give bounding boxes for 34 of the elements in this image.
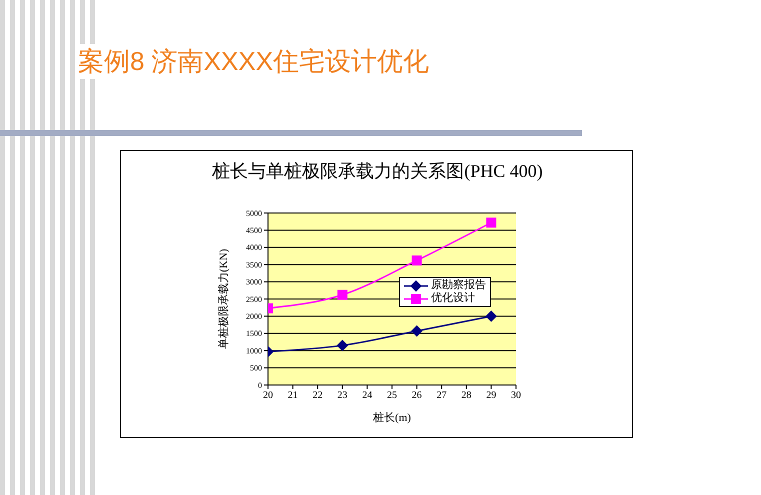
y-tick-label: 4000 [246, 243, 262, 252]
x-tick-label: 23 [337, 390, 348, 402]
y-axis-title: 单桩极限承载力(KN) [216, 248, 230, 350]
x-tick-label: 28 [461, 390, 472, 402]
y-tick-label: 4500 [246, 226, 262, 236]
y-tick-label: 2500 [246, 294, 262, 304]
y-tick-label: 1500 [246, 329, 262, 338]
x-tick-label: 27 [436, 390, 447, 402]
point [336, 340, 348, 351]
point [486, 218, 496, 228]
y-tick-label: 1000 [246, 346, 262, 356]
chart-title: 桩长与单桩极限承载力的关系图(PHC 400) [211, 160, 544, 183]
x-tick-label: 26 [412, 390, 422, 402]
x-tick-label: 21 [288, 390, 298, 402]
text: 案例8 济南XXXX住宅设计优化 [78, 44, 430, 79]
point [411, 325, 422, 336]
point [337, 290, 348, 300]
x-axis-title: 桩长(m) [372, 411, 412, 424]
y-tick-label: 500 [250, 364, 262, 373]
legend-label: 原勘察报告 [431, 279, 486, 292]
y-tick-label: 0 [258, 380, 262, 390]
legend-label: 优化设计 [431, 292, 475, 305]
x-tick-label: 22 [312, 390, 323, 402]
point [486, 310, 497, 322]
x-tick-label: 24 [362, 390, 372, 402]
y-tick-label: 5000 [246, 208, 262, 218]
x-tick-label: 29 [486, 390, 496, 402]
y-tick-label: 3000 [246, 278, 262, 287]
point [412, 255, 422, 266]
y-tick-label: 3500 [246, 260, 262, 270]
x-tick-label: 25 [387, 390, 397, 402]
y-tick-label: 2000 [246, 312, 262, 322]
x-tick-label: 30 [511, 390, 521, 402]
x-tick-label: 20 [263, 390, 273, 402]
